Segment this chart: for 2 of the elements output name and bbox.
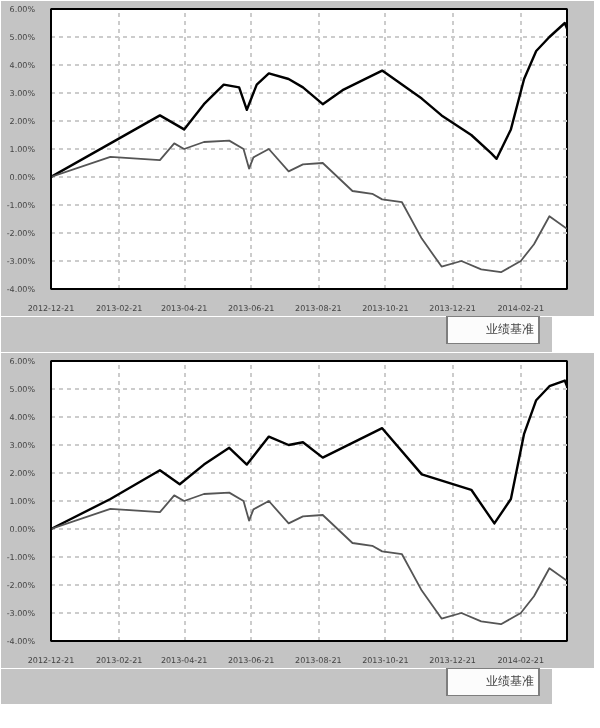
line-series: [51, 139, 567, 274]
line-series: [51, 491, 567, 626]
